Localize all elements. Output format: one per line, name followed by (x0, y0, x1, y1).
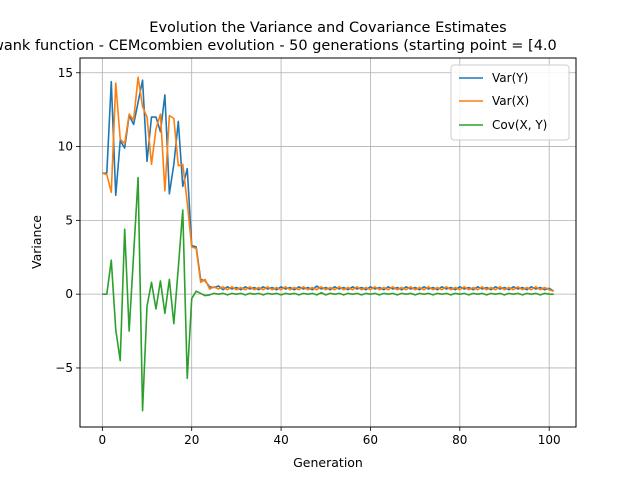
x-tick-label: 0 (99, 433, 107, 447)
series-lines (102, 76, 555, 412)
x-tick-label: 100 (538, 433, 561, 447)
y-tick-label: 5 (65, 213, 73, 227)
y-tick-label: −5 (55, 361, 73, 375)
var-x-line (102, 76, 554, 292)
y-axis-label: Variance (29, 215, 44, 269)
legend: Var(Y) Var(X) Cov(X, Y) (450, 64, 570, 141)
plot-area-frame (79, 57, 577, 428)
cov-xy-line (102, 176, 554, 412)
y-tick-label: 0 (65, 287, 73, 301)
x-tick-label: 20 (184, 433, 199, 447)
x-axis-label: Generation (293, 455, 363, 470)
x-tick-label: 60 (363, 433, 378, 447)
legend-label-cov-xy: Cov(X, Y) (492, 118, 547, 132)
legend-label-var-x: Var(X) (492, 94, 529, 108)
y-tick-label: 15 (58, 66, 73, 80)
x-tick-label: 40 (273, 433, 288, 447)
axis-ticks: 0 20 40 60 80 100 −5 0 5 10 15 (55, 66, 560, 447)
legend-label-var-y: Var(Y) (492, 71, 528, 85)
chart-subtitle: wank function - CEMcombien evolution - 5… (0, 38, 557, 54)
x-tick-label: 80 (452, 433, 467, 447)
y-tick-label: 10 (58, 140, 73, 154)
legend-box (450, 64, 570, 141)
chart-title: Evolution the Variance and Covariance Es… (149, 20, 506, 36)
